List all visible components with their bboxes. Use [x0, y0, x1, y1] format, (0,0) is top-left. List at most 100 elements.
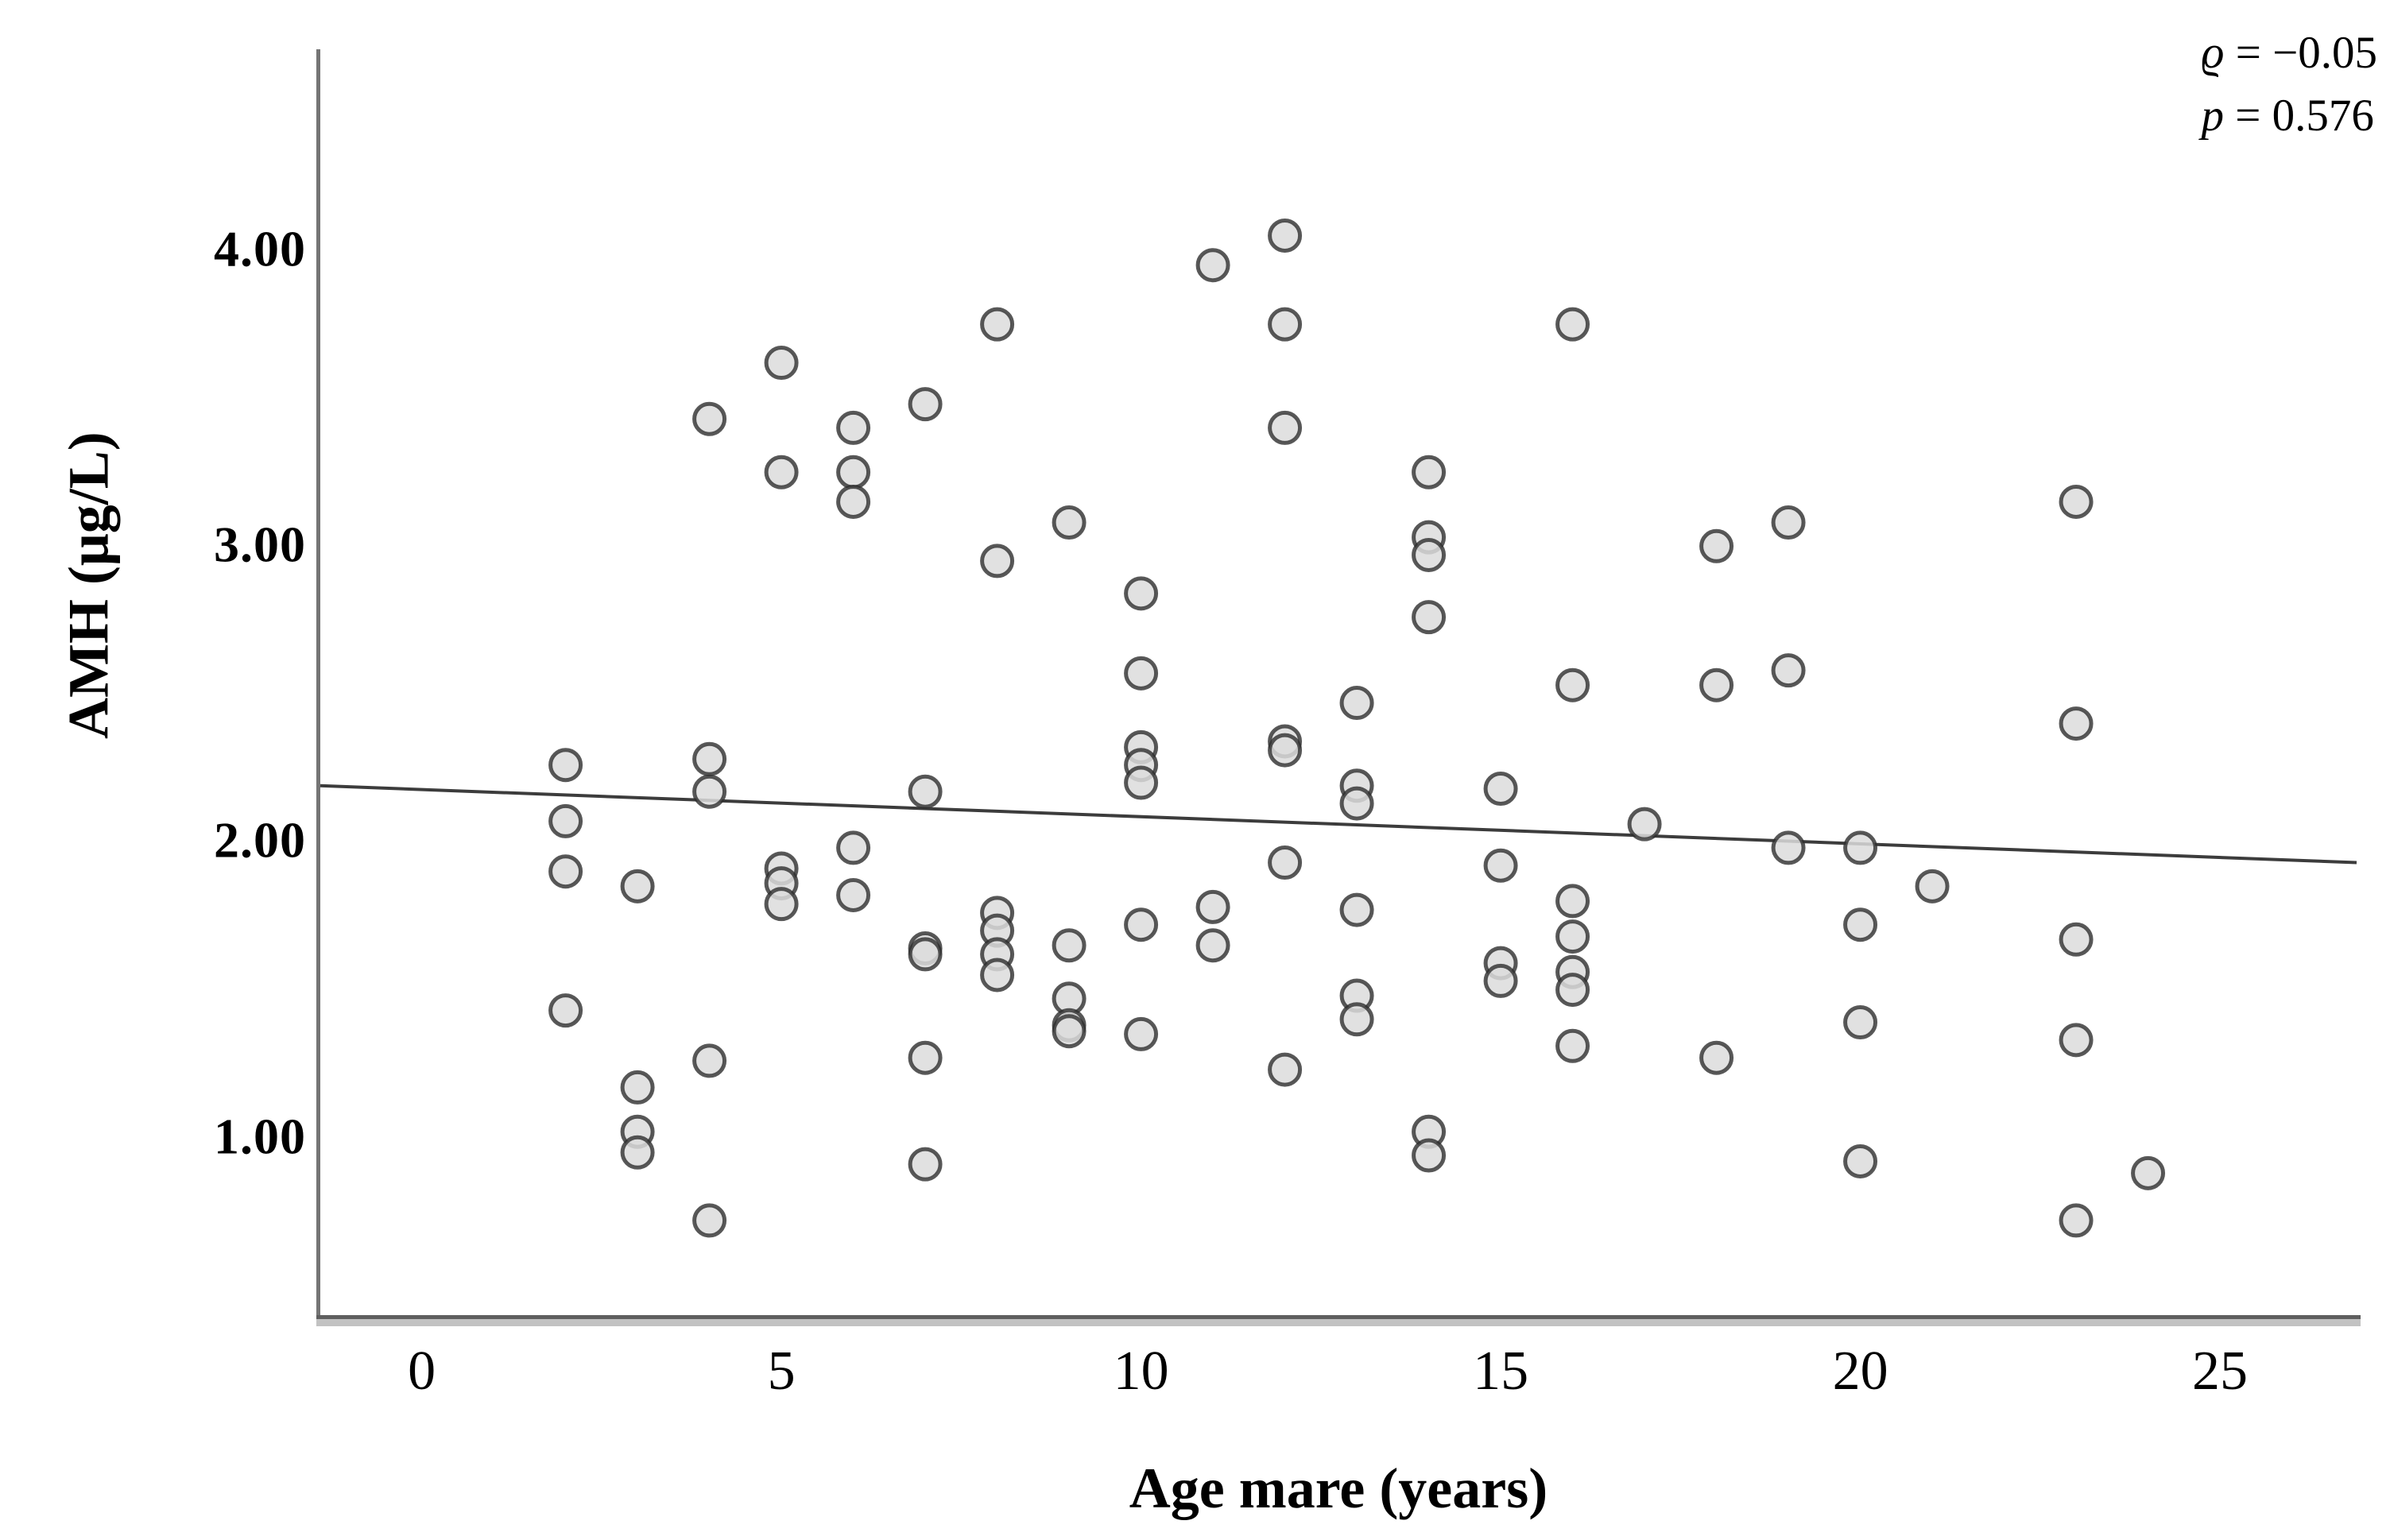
y-tick-label: 2.00: [214, 812, 306, 869]
data-point: [1339, 686, 1374, 721]
stats-annotation: ϱ = −0.05 p = 0.576: [2202, 22, 2377, 147]
data-point: [1124, 765, 1159, 800]
data-point: [1195, 928, 1230, 963]
data-point: [1627, 807, 1662, 842]
x-tick-label: 25: [2192, 1341, 2249, 1402]
data-point: [836, 877, 871, 912]
data-point: [764, 455, 799, 489]
stats-annotation-line: ϱ = −0.05: [2202, 22, 2377, 85]
data-point: [1052, 1014, 1087, 1049]
data-point: [1699, 1040, 1734, 1075]
data-point: [1339, 786, 1374, 821]
x-axis-title: Age mare (years): [1129, 1457, 1548, 1520]
data-point: [692, 1203, 727, 1238]
data-point: [980, 958, 1015, 992]
data-point: [1555, 1028, 1590, 1063]
data-point: [1052, 505, 1087, 540]
x-tick-label: 20: [1832, 1341, 1888, 1402]
data-point: [764, 887, 799, 922]
x-axis-shadow: [316, 1319, 2361, 1326]
data-point: [1555, 307, 1590, 342]
x-tick-label: 5: [767, 1341, 796, 1402]
data-point: [1124, 656, 1159, 691]
data-point: [1124, 576, 1159, 611]
data-point: [1268, 307, 1303, 342]
data-point: [1124, 907, 1159, 942]
data-point: [1771, 505, 1806, 540]
x-tick-label: 0: [408, 1341, 436, 1402]
stat-symbol: p: [2201, 90, 2225, 141]
y-tick-label: 3.00: [214, 516, 306, 573]
data-point: [548, 803, 583, 838]
data-point: [908, 1040, 943, 1075]
data-point: [1339, 1002, 1374, 1037]
x-axis-line: [316, 1315, 2361, 1319]
stat-symbol: ϱ: [2201, 28, 2225, 78]
data-point: [1052, 928, 1087, 963]
data-point: [1483, 771, 1518, 806]
data-point: [836, 410, 871, 445]
y-tick-label: 1.00: [214, 1108, 306, 1165]
data-point: [2131, 1155, 2166, 1190]
data-point: [836, 830, 871, 865]
data-point: [1268, 410, 1303, 445]
data-point: [836, 455, 871, 489]
data-point: [1195, 889, 1230, 924]
data-point: [692, 1043, 727, 1078]
data-point: [2059, 1023, 2094, 1058]
data-point: [548, 748, 583, 783]
data-point: [692, 774, 727, 809]
data-point: [980, 544, 1015, 578]
data-point: [908, 387, 943, 422]
data-point: [1699, 667, 1734, 702]
data-point: [908, 1147, 943, 1182]
data-point: [1268, 218, 1303, 253]
data-point: [1555, 884, 1590, 919]
data-point: [548, 993, 583, 1028]
stat-value: = 0.576: [2224, 90, 2374, 141]
data-point: [1124, 1016, 1159, 1051]
data-point: [908, 774, 943, 809]
data-point: [1339, 892, 1374, 927]
data-point: [1555, 667, 1590, 702]
data-point: [1412, 1138, 1447, 1173]
data-point: [1268, 733, 1303, 768]
data-point: [1843, 830, 1878, 865]
data-point: [620, 1070, 655, 1105]
fit-line: [320, 784, 2357, 865]
data-point: [620, 869, 655, 903]
y-axis-title-text: AMH (μg/L): [56, 431, 121, 739]
data-point: [620, 1135, 655, 1170]
data-point: [1915, 869, 1950, 903]
data-point: [1843, 1143, 1878, 1178]
data-point: [1555, 919, 1590, 954]
data-point: [1483, 963, 1518, 998]
data-point: [2059, 922, 2094, 957]
data-point: [548, 854, 583, 889]
data-point: [1412, 537, 1447, 572]
data-point: [1843, 907, 1878, 942]
data-point: [1771, 653, 1806, 688]
data-point: [1483, 848, 1518, 883]
x-tick-label: 15: [1473, 1341, 1529, 1402]
data-point: [692, 401, 727, 436]
data-point: [1699, 528, 1734, 563]
data-point: [1268, 845, 1303, 880]
y-axis-line: [316, 49, 320, 1321]
y-axis-title: AMH (μg/L): [56, 431, 122, 739]
data-point: [2059, 484, 2094, 519]
data-point: [1268, 1052, 1303, 1087]
data-point: [1555, 973, 1590, 1008]
data-point: [1771, 830, 1806, 865]
data-point: [1843, 1005, 1878, 1040]
data-point: [2059, 706, 2094, 741]
data-point: [1412, 455, 1447, 489]
data-point: [1195, 248, 1230, 283]
x-tick-label: 10: [1113, 1341, 1169, 1402]
data-point: [836, 484, 871, 519]
data-point: [692, 741, 727, 776]
scatter-canvas: [320, 218, 2357, 1238]
y-tick-label: 4.00: [214, 220, 306, 277]
plot-area: [320, 49, 2357, 1315]
